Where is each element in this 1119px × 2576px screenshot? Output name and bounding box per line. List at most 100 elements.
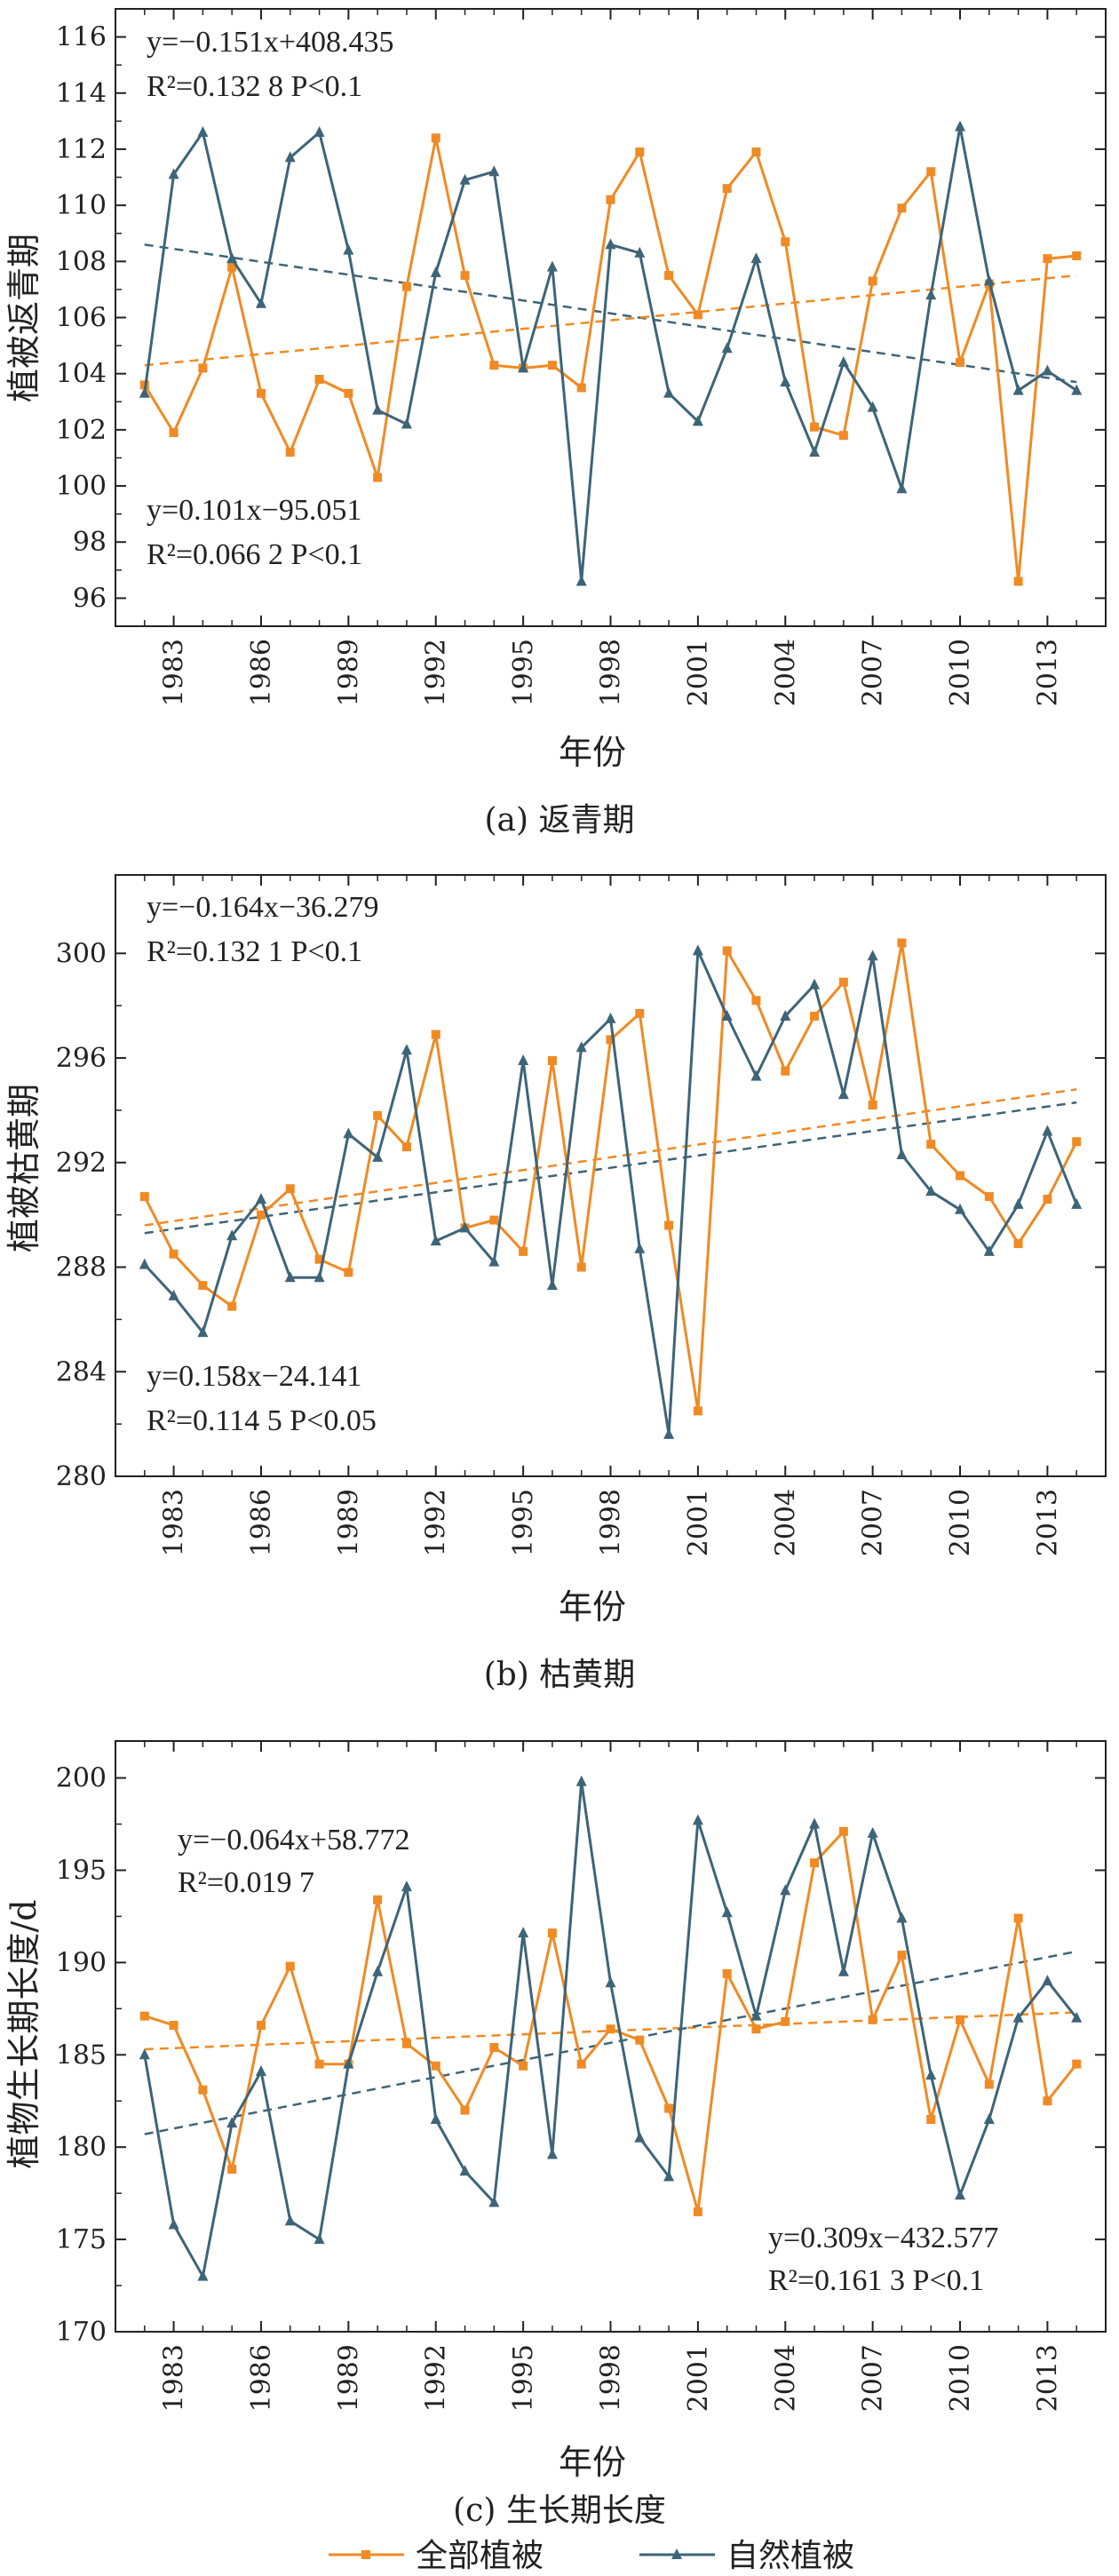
panel-a-eq1-line1: y=−0.151x+408.435 — [147, 26, 394, 59]
panel-b-eq1-line1: y=−0.164x−36.279 — [147, 891, 379, 924]
panel-c-point-all — [1013, 1913, 1023, 1923]
panel-a-point-natural — [488, 165, 500, 177]
panel-a-point-natural — [546, 260, 558, 272]
panel-c-point-all — [781, 2016, 790, 2026]
panel-a-ytick-label: 106 — [56, 303, 107, 334]
panel-c-point-all — [547, 1928, 557, 1938]
panel-b-point-all — [373, 1110, 383, 1120]
panel-c-point-natural — [896, 1912, 908, 1923]
panel-b-eq2-line1: y=0.158x−24.141 — [147, 1360, 361, 1393]
panel-b-point-natural — [837, 1088, 849, 1100]
panel-a-xtick-label: 1998 — [596, 639, 627, 706]
panel-c-ytick-label: 175 — [56, 2224, 107, 2255]
panel-c-point-natural — [518, 1927, 529, 1938]
panel-a-xtick-label: 2010 — [945, 639, 976, 706]
panel-a-point-all — [606, 195, 615, 204]
panel-c-ylabel: 植物生长期长度/d — [4, 1899, 44, 2168]
panel-b-plot-content: 280 284 288 292 296 300 1983 1986 1989 1992 1995 19… — [56, 874, 1107, 1556]
panel-b-point-all — [868, 1101, 877, 1110]
panel-c-point-natural — [1042, 1975, 1053, 1986]
panel-c-xtick-label: 1986 — [246, 2344, 277, 2412]
panel-c-point-natural — [925, 2069, 937, 2080]
panel-c-point-all — [722, 1968, 732, 1978]
panel-a-ytick-label: 104 — [56, 359, 107, 390]
panel-b-xlabel: 年份 — [559, 1587, 626, 1626]
legend-label-all: 全部植被 — [416, 2538, 544, 2574]
panel-b-ytick-label: 300 — [56, 938, 107, 969]
panel-b-point-all — [926, 1140, 936, 1149]
panel-b-point-natural — [867, 950, 878, 961]
panel-a-point-all — [751, 147, 761, 157]
panel-c-point-natural — [867, 1826, 878, 1838]
panel-b-point-all — [169, 1249, 179, 1259]
panel-c-ytick-label: 170 — [56, 2317, 107, 2348]
panel-a-point-natural — [313, 126, 325, 137]
panel-c-point-natural — [401, 1880, 412, 1892]
panel-c-point-all — [139, 2011, 149, 2021]
panel-b-xtick-label: 2007 — [858, 1489, 889, 1556]
panel-c-point-natural — [955, 2189, 966, 2200]
panel-b-point-natural — [1042, 1125, 1053, 1136]
panel-b-eq1-line2: R²=0.132 1 P<0.1 — [147, 935, 362, 968]
panel-c-point-natural — [459, 2165, 471, 2176]
panel-a-point-all — [926, 167, 936, 177]
panel-b-xtick-label: 1986 — [246, 1489, 277, 1556]
panel-c-point-all — [285, 1961, 295, 1971]
panel-c-point-natural — [168, 2218, 179, 2230]
panel-a-point-all — [1043, 254, 1052, 264]
panel-a-ytick-label: 110 — [56, 190, 107, 221]
panel-b-point-all — [956, 1171, 965, 1181]
panel-a-point-natural — [518, 362, 529, 373]
panel-a-point-all — [781, 237, 790, 247]
panel-c-point-all — [897, 1951, 907, 1960]
panel-c-point-natural — [197, 2270, 209, 2281]
panel-b-point-all — [227, 1301, 237, 1311]
panel-b-ytick-label: 280 — [56, 1461, 107, 1492]
panel-c-point-all — [1072, 2059, 1082, 2069]
panel-c-xlabel: 年份 — [559, 2443, 626, 2482]
panel-b-point-all — [314, 1254, 324, 1264]
panel-c-xtick-label: 1998 — [596, 2344, 627, 2412]
panel-a-point-all — [956, 358, 965, 368]
panel-b-point-all — [606, 1035, 615, 1045]
panel-a-ytick-label: 102 — [56, 415, 107, 446]
panel-b-point-natural — [721, 1009, 733, 1021]
panel-a-point-all — [489, 361, 499, 370]
legend-marker-natural — [671, 2548, 682, 2559]
panel-a-point-all — [635, 147, 645, 157]
panel-a-point-all — [664, 271, 674, 281]
panel-a-point-natural — [955, 120, 966, 131]
panel-a-ytick-label: 108 — [56, 246, 107, 277]
panel-b-caption: (b) 枯黄期 — [484, 1657, 636, 1693]
panel-b-point-all — [139, 1192, 149, 1202]
panel-b-point-natural — [546, 1279, 558, 1291]
panel-a-point-natural — [837, 356, 849, 368]
panel-a-point-all — [1013, 576, 1023, 586]
panel-b-xtick-label: 1998 — [596, 1489, 627, 1556]
panel-c-ytick-label: 180 — [56, 2132, 107, 2163]
panel-a-point-natural — [430, 266, 441, 277]
panel-c-point-natural — [1071, 2011, 1083, 2023]
panel-a-plot-content: 96 98 100 102 104 106 108 110 112 114 116 1983 1986 1… — [56, 8, 1107, 706]
panel-a-point-natural — [284, 151, 296, 163]
panel-c-point-all — [431, 2061, 440, 2071]
panel-a-point-natural — [925, 289, 937, 300]
panel-c-ytick-label: 195 — [56, 1855, 107, 1886]
legend-label-natural: 自然植被 — [726, 2538, 854, 2574]
panel-b-point-natural — [955, 1203, 966, 1214]
panel-a-xtick-label: 1995 — [508, 639, 539, 706]
panel-a-ytick-label: 112 — [56, 134, 107, 165]
panel-c-eq1-line1: y=−0.064x+58.772 — [178, 1824, 410, 1856]
panel-c-trendline-natural — [144, 1950, 1077, 2135]
panel-b-point-all — [751, 996, 761, 1006]
panel-c-point-natural — [226, 2117, 238, 2128]
panel-b-point-all — [401, 1142, 411, 1152]
panel-a-ytick-label: 100 — [56, 471, 107, 502]
panel-a-point-all — [722, 184, 732, 194]
panel-c-point-natural — [1012, 2011, 1024, 2023]
panel-a-ytick-label: 96 — [73, 583, 107, 614]
panel-b-ytick-label: 296 — [56, 1043, 107, 1074]
panel-a-xtick-label: 1986 — [246, 639, 277, 706]
panel-b-trendline-natural — [144, 1101, 1077, 1235]
